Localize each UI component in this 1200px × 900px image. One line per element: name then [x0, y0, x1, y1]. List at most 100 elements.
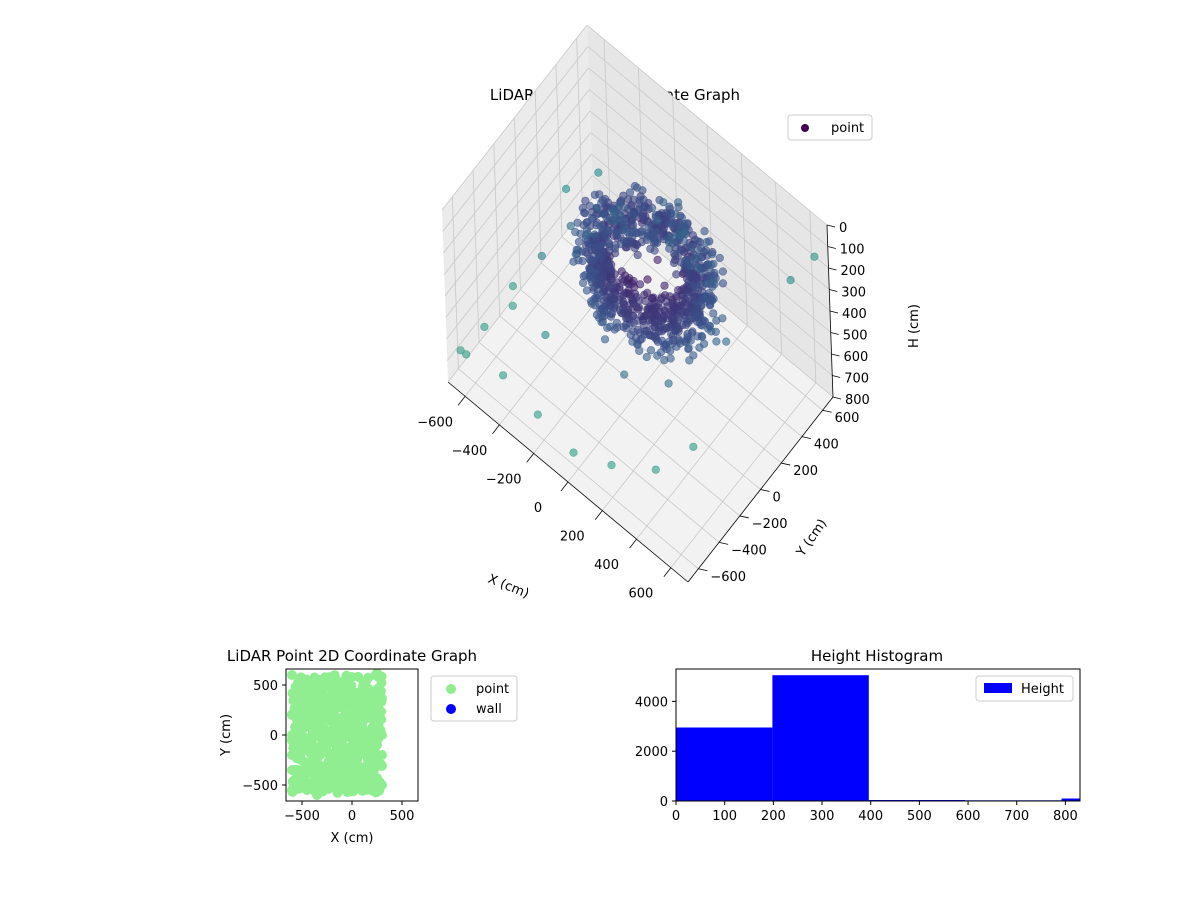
- scatter-2d-point: [297, 675, 307, 685]
- scatter-3d-point: [642, 352, 651, 362]
- scatter-3d-point: [694, 245, 703, 254]
- scatter-3d-point: [701, 292, 711, 301]
- z-tick-label-3d: 600: [844, 350, 869, 365]
- x-tick-3d: [457, 396, 466, 406]
- scatter-3d-point: [597, 198, 606, 207]
- scatter-2d-point: [287, 670, 297, 680]
- scatter-3d-point: [637, 334, 646, 344]
- scatter-2d-point: [317, 695, 327, 705]
- grid-line-3d: [588, 89, 830, 290]
- x-tick-3d: [560, 481, 569, 492]
- x-tick-label-3d: 200: [560, 530, 585, 545]
- scatter-2d-point: [292, 738, 303, 749]
- scatter-3d-point: [715, 253, 724, 263]
- scatter-2d-point: [287, 750, 297, 760]
- scatter-3d-point: [712, 337, 721, 346]
- histogram-legend: Height: [975, 675, 1074, 702]
- scatter-3d-point: [541, 330, 550, 340]
- y-tick-3d: [822, 409, 832, 413]
- scatter-3d-point: [456, 346, 465, 355]
- grid-line-3d: [590, 132, 832, 333]
- grid-line-3d: [441, 24, 588, 211]
- scatter-2d-point: [362, 745, 372, 755]
- x-tick-label-hist: 600: [956, 809, 981, 824]
- scatter-2d-point: [287, 765, 297, 775]
- scatter-2d-point: [357, 682, 368, 693]
- scatter-2d-point: [373, 703, 384, 714]
- scatter-3d-point: [652, 216, 662, 225]
- z-tick-3d: [832, 375, 841, 378]
- scatter-3d-point: [596, 222, 606, 231]
- scatter-3d-point: [668, 295, 677, 304]
- y-tick-3d: [801, 436, 812, 440]
- scatter-2d-point: [332, 775, 342, 785]
- scatter-3d-point: [639, 195, 648, 204]
- scatter-3d-point: [665, 233, 674, 242]
- scatter-2d-point: [315, 749, 326, 760]
- grid-line-3d: [444, 110, 591, 297]
- scatter-3d-point: [689, 351, 698, 360]
- scatter-2d-points-inner: [287, 669, 387, 800]
- y-tick-label-3d: −200: [752, 517, 788, 532]
- scatter-3d-point: [650, 228, 659, 238]
- z-tick-3d: [829, 289, 838, 292]
- grid-line-3d: [499, 315, 741, 517]
- scatter-3d-point: [722, 337, 731, 346]
- x-tick-label-2d: −500: [284, 809, 320, 824]
- x-tick-3d: [629, 538, 637, 549]
- z-axis-label-3d: H (cm): [907, 304, 922, 348]
- z-tick-3d: [828, 267, 837, 271]
- scatter-3d-point: [669, 303, 678, 312]
- scatter-3d-point: [653, 351, 662, 360]
- scatter-3d-point: [666, 354, 675, 363]
- scatter-3d-point: [574, 237, 584, 246]
- scatter-3d-point: [684, 344, 693, 353]
- scatter-3d-point: [593, 285, 602, 295]
- scatter-3d-point: [673, 198, 683, 207]
- scatter-2d-point: [307, 728, 318, 739]
- grid-line-3d: [442, 46, 589, 232]
- scatter-3d-point: [650, 322, 659, 331]
- scatter-2d-point: [346, 680, 357, 691]
- grid-line-3d: [445, 132, 592, 318]
- scatter-2d-point: [372, 669, 382, 678]
- z-tick-3d: [830, 332, 839, 335]
- scatter-3d-point: [533, 410, 542, 419]
- scatter-3d-point: [686, 291, 695, 300]
- scatter-3d-point: [653, 255, 662, 265]
- scatter-3d-point: [590, 230, 599, 239]
- x-tick-label-hist: 700: [1004, 809, 1029, 824]
- chart-2d-title: LiDAR Point 2D Coordinate Graph: [227, 647, 477, 665]
- scatter-3d-point: [643, 275, 652, 284]
- scatter-3d-point: [608, 295, 618, 304]
- scatter-3d-point: [706, 260, 716, 269]
- z-tick-label-3d: 400: [842, 307, 867, 322]
- scatter-3d-point: [600, 335, 610, 344]
- scatter-3d-point: [571, 227, 580, 237]
- z-tick-label-3d: 500: [843, 329, 868, 344]
- scatter-3d-point: [620, 203, 629, 212]
- y-tick-label-hist: 4000: [635, 695, 668, 710]
- histogram-chart: Height Histogram 0 100 200 300 400 500 600 700 8…: [635, 647, 1081, 824]
- scatter-3d-point: [660, 281, 669, 290]
- scatter-3d-point: [571, 250, 580, 259]
- x-tick-label-3d: 0: [534, 501, 542, 516]
- scatter-3d-point: [607, 461, 616, 470]
- scatter-3d-point: [628, 210, 638, 219]
- scatter-3d-point: [688, 327, 697, 336]
- scatter-2d-point: [375, 686, 386, 697]
- y-tick-3d: [739, 515, 749, 519]
- z-tick-label-3d: 200: [841, 264, 866, 279]
- x-tick-label-hist: 500: [907, 809, 932, 824]
- scatter-2d-point: [348, 737, 359, 748]
- scatter-3d-point: [609, 208, 618, 217]
- scatter-3d-point: [581, 231, 591, 240]
- y-tick-label-3d: 400: [814, 438, 839, 453]
- scatter-3d-point: [645, 316, 654, 325]
- scatter-3d-point: [610, 325, 619, 334]
- scatter-2d-point: [312, 720, 322, 730]
- scatter-3d-point: [669, 258, 679, 268]
- scatter-3d-point: [619, 191, 628, 200]
- scatter-3d-point: [615, 285, 624, 294]
- x-tick-3d: [492, 424, 500, 435]
